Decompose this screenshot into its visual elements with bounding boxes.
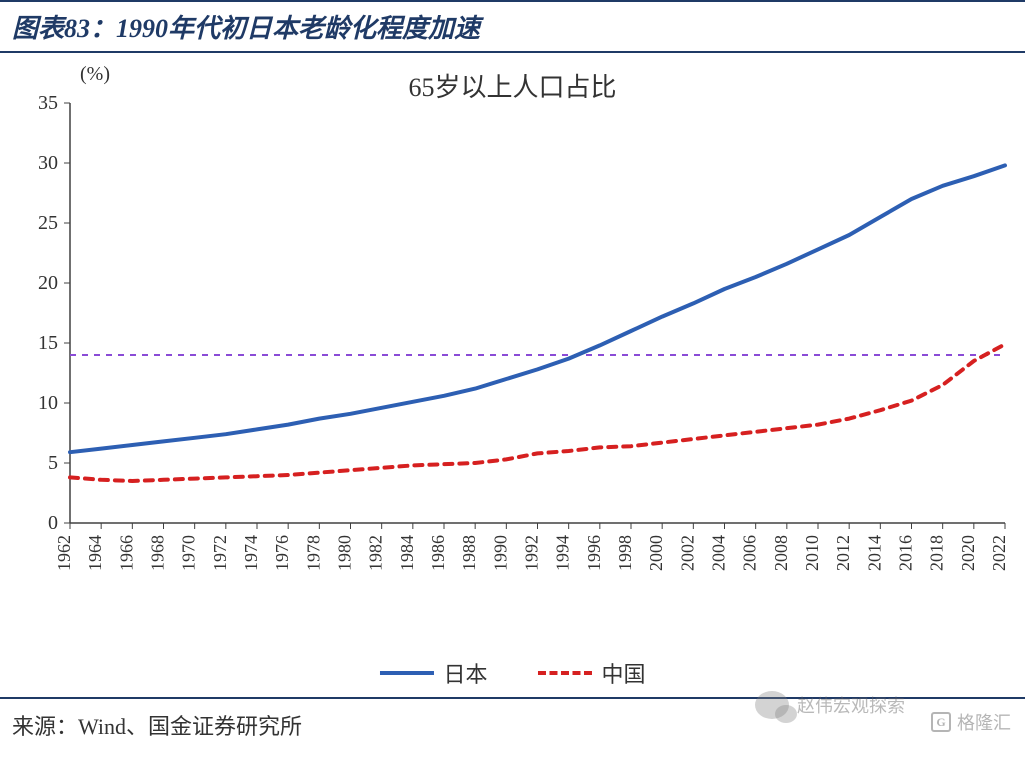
svg-text:1990: 1990 — [490, 535, 510, 571]
wechat-watermark: 赵伟宏观探索 — [755, 691, 905, 719]
legend-item-japan: 日本 — [379, 657, 487, 689]
svg-text:2002: 2002 — [677, 535, 697, 571]
figure-title: 图表83：1990年代初日本老龄化程度加速 — [0, 0, 1025, 53]
svg-text:15: 15 — [38, 332, 58, 354]
svg-text:2004: 2004 — [709, 535, 729, 571]
legend-item-china: 中国 — [538, 657, 646, 689]
svg-text:1976: 1976 — [272, 535, 292, 571]
legend-swatch-japan — [379, 671, 433, 675]
chart-svg: 0 5 10 15 20 25 30 35 1962 1964 1966 1968 1970 1972 19… — [0, 53, 1025, 693]
svg-text:1972: 1972 — [210, 535, 230, 571]
svg-text:1964: 1964 — [85, 535, 105, 571]
svg-text:1994: 1994 — [553, 535, 573, 571]
svg-text:2018: 2018 — [927, 535, 947, 571]
svg-text:5: 5 — [48, 452, 58, 474]
svg-text:1986: 1986 — [428, 535, 448, 571]
svg-text:1992: 1992 — [522, 535, 542, 571]
svg-text:2014: 2014 — [864, 535, 884, 571]
svg-text:1962: 1962 — [54, 535, 74, 571]
svg-text:2020: 2020 — [958, 535, 978, 571]
svg-text:25: 25 — [38, 212, 58, 234]
svg-text:2012: 2012 — [833, 535, 853, 571]
svg-text:2010: 2010 — [802, 535, 822, 571]
svg-text:1982: 1982 — [366, 535, 386, 571]
wechat-text: 赵伟宏观探索 — [797, 692, 905, 718]
svg-text:1966: 1966 — [116, 535, 136, 571]
svg-text:10: 10 — [38, 392, 58, 414]
svg-text:1974: 1974 — [241, 535, 261, 571]
site-watermark: G 格隆汇 — [931, 709, 1011, 735]
legend: 日本 中国 — [379, 657, 645, 689]
svg-text:1988: 1988 — [459, 535, 479, 571]
svg-text:1998: 1998 — [615, 535, 635, 571]
svg-text:1984: 1984 — [397, 535, 417, 571]
legend-label-japan: 日本 — [443, 657, 487, 689]
svg-text:0: 0 — [48, 512, 58, 534]
svg-text:2022: 2022 — [989, 535, 1009, 571]
wechat-icon — [755, 691, 789, 719]
svg-text:2000: 2000 — [646, 535, 666, 571]
svg-text:2016: 2016 — [896, 535, 916, 571]
svg-text:1996: 1996 — [584, 535, 604, 571]
svg-text:2008: 2008 — [771, 535, 791, 571]
svg-text:35: 35 — [38, 92, 58, 114]
chart-area: (%) 65岁以上人口占比 05101520253035196219641966… — [0, 53, 1025, 693]
svg-text:1970: 1970 — [179, 535, 199, 571]
svg-text:20: 20 — [38, 272, 58, 294]
legend-swatch-china — [538, 671, 592, 675]
site-logo-icon: G — [931, 712, 951, 732]
svg-text:30: 30 — [38, 152, 58, 174]
site-watermark-text: 格隆汇 — [957, 709, 1011, 735]
svg-text:1980: 1980 — [335, 535, 355, 571]
legend-label-china: 中国 — [602, 657, 646, 689]
svg-text:2006: 2006 — [740, 535, 760, 571]
svg-text:1978: 1978 — [303, 535, 323, 571]
svg-text:1968: 1968 — [148, 535, 168, 571]
